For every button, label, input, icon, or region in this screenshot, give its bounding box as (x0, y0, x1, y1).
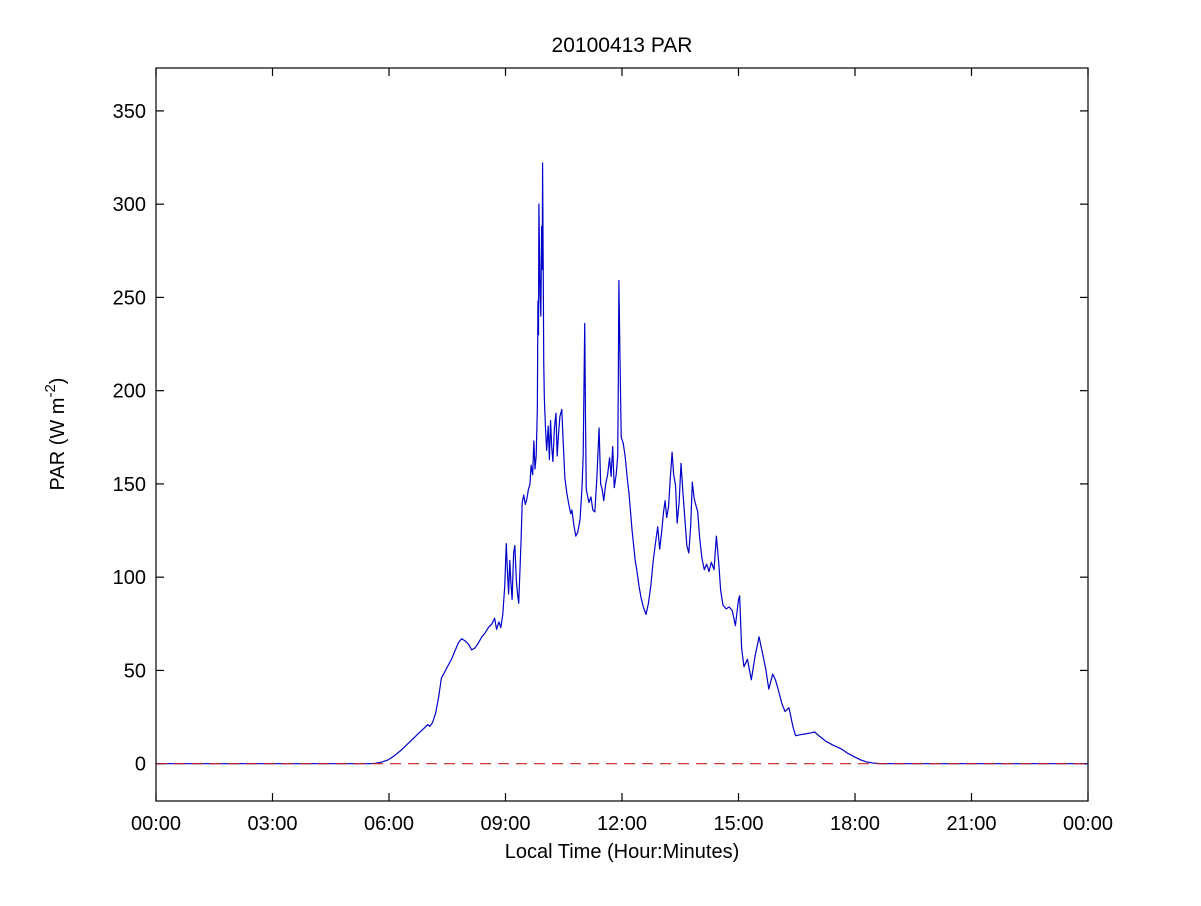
y-axis-label: PAR (W m-2) (42, 378, 69, 491)
y-tick-label: 200 (113, 381, 146, 403)
y-tick-label: 50 (124, 660, 146, 682)
y-axis-label-suffix: ) (47, 378, 69, 385)
x-tick-label: 00:00 (1063, 813, 1113, 835)
x-tick-label: 15:00 (713, 813, 763, 835)
x-tick-label: 06:00 (364, 813, 414, 835)
y-tick-label: 350 (113, 101, 146, 123)
x-tick-label: 18:00 (830, 813, 880, 835)
x-tick-label: 21:00 (946, 813, 996, 835)
axis-ticks: 00:00 03:00 06:00 09:00 12:00 15:00 18:00 21:00… (113, 68, 1113, 835)
x-tick-label: 00:00 (131, 813, 181, 835)
x-axis-label: Local Time (Hour:Minutes) (505, 841, 740, 863)
par-series-line (156, 162, 1088, 765)
x-tick-label: 09:00 (480, 813, 530, 835)
series-lines (156, 162, 1088, 765)
y-axis-label-prefix: PAR (W m (47, 398, 69, 491)
plot-box (155, 67, 1089, 802)
x-tick-label: 12:00 (597, 813, 647, 835)
y-tick-label: 300 (113, 194, 146, 216)
y-tick-label: 0 (135, 754, 146, 776)
x-tick-label: 03:00 (247, 813, 297, 835)
y-axis-label-exponent: -2 (42, 384, 59, 397)
y-tick-label: 100 (113, 567, 146, 589)
y-tick-label: 150 (113, 474, 146, 496)
chart-title: 20100413 PAR (552, 34, 693, 57)
y-tick-label: 250 (113, 287, 146, 309)
